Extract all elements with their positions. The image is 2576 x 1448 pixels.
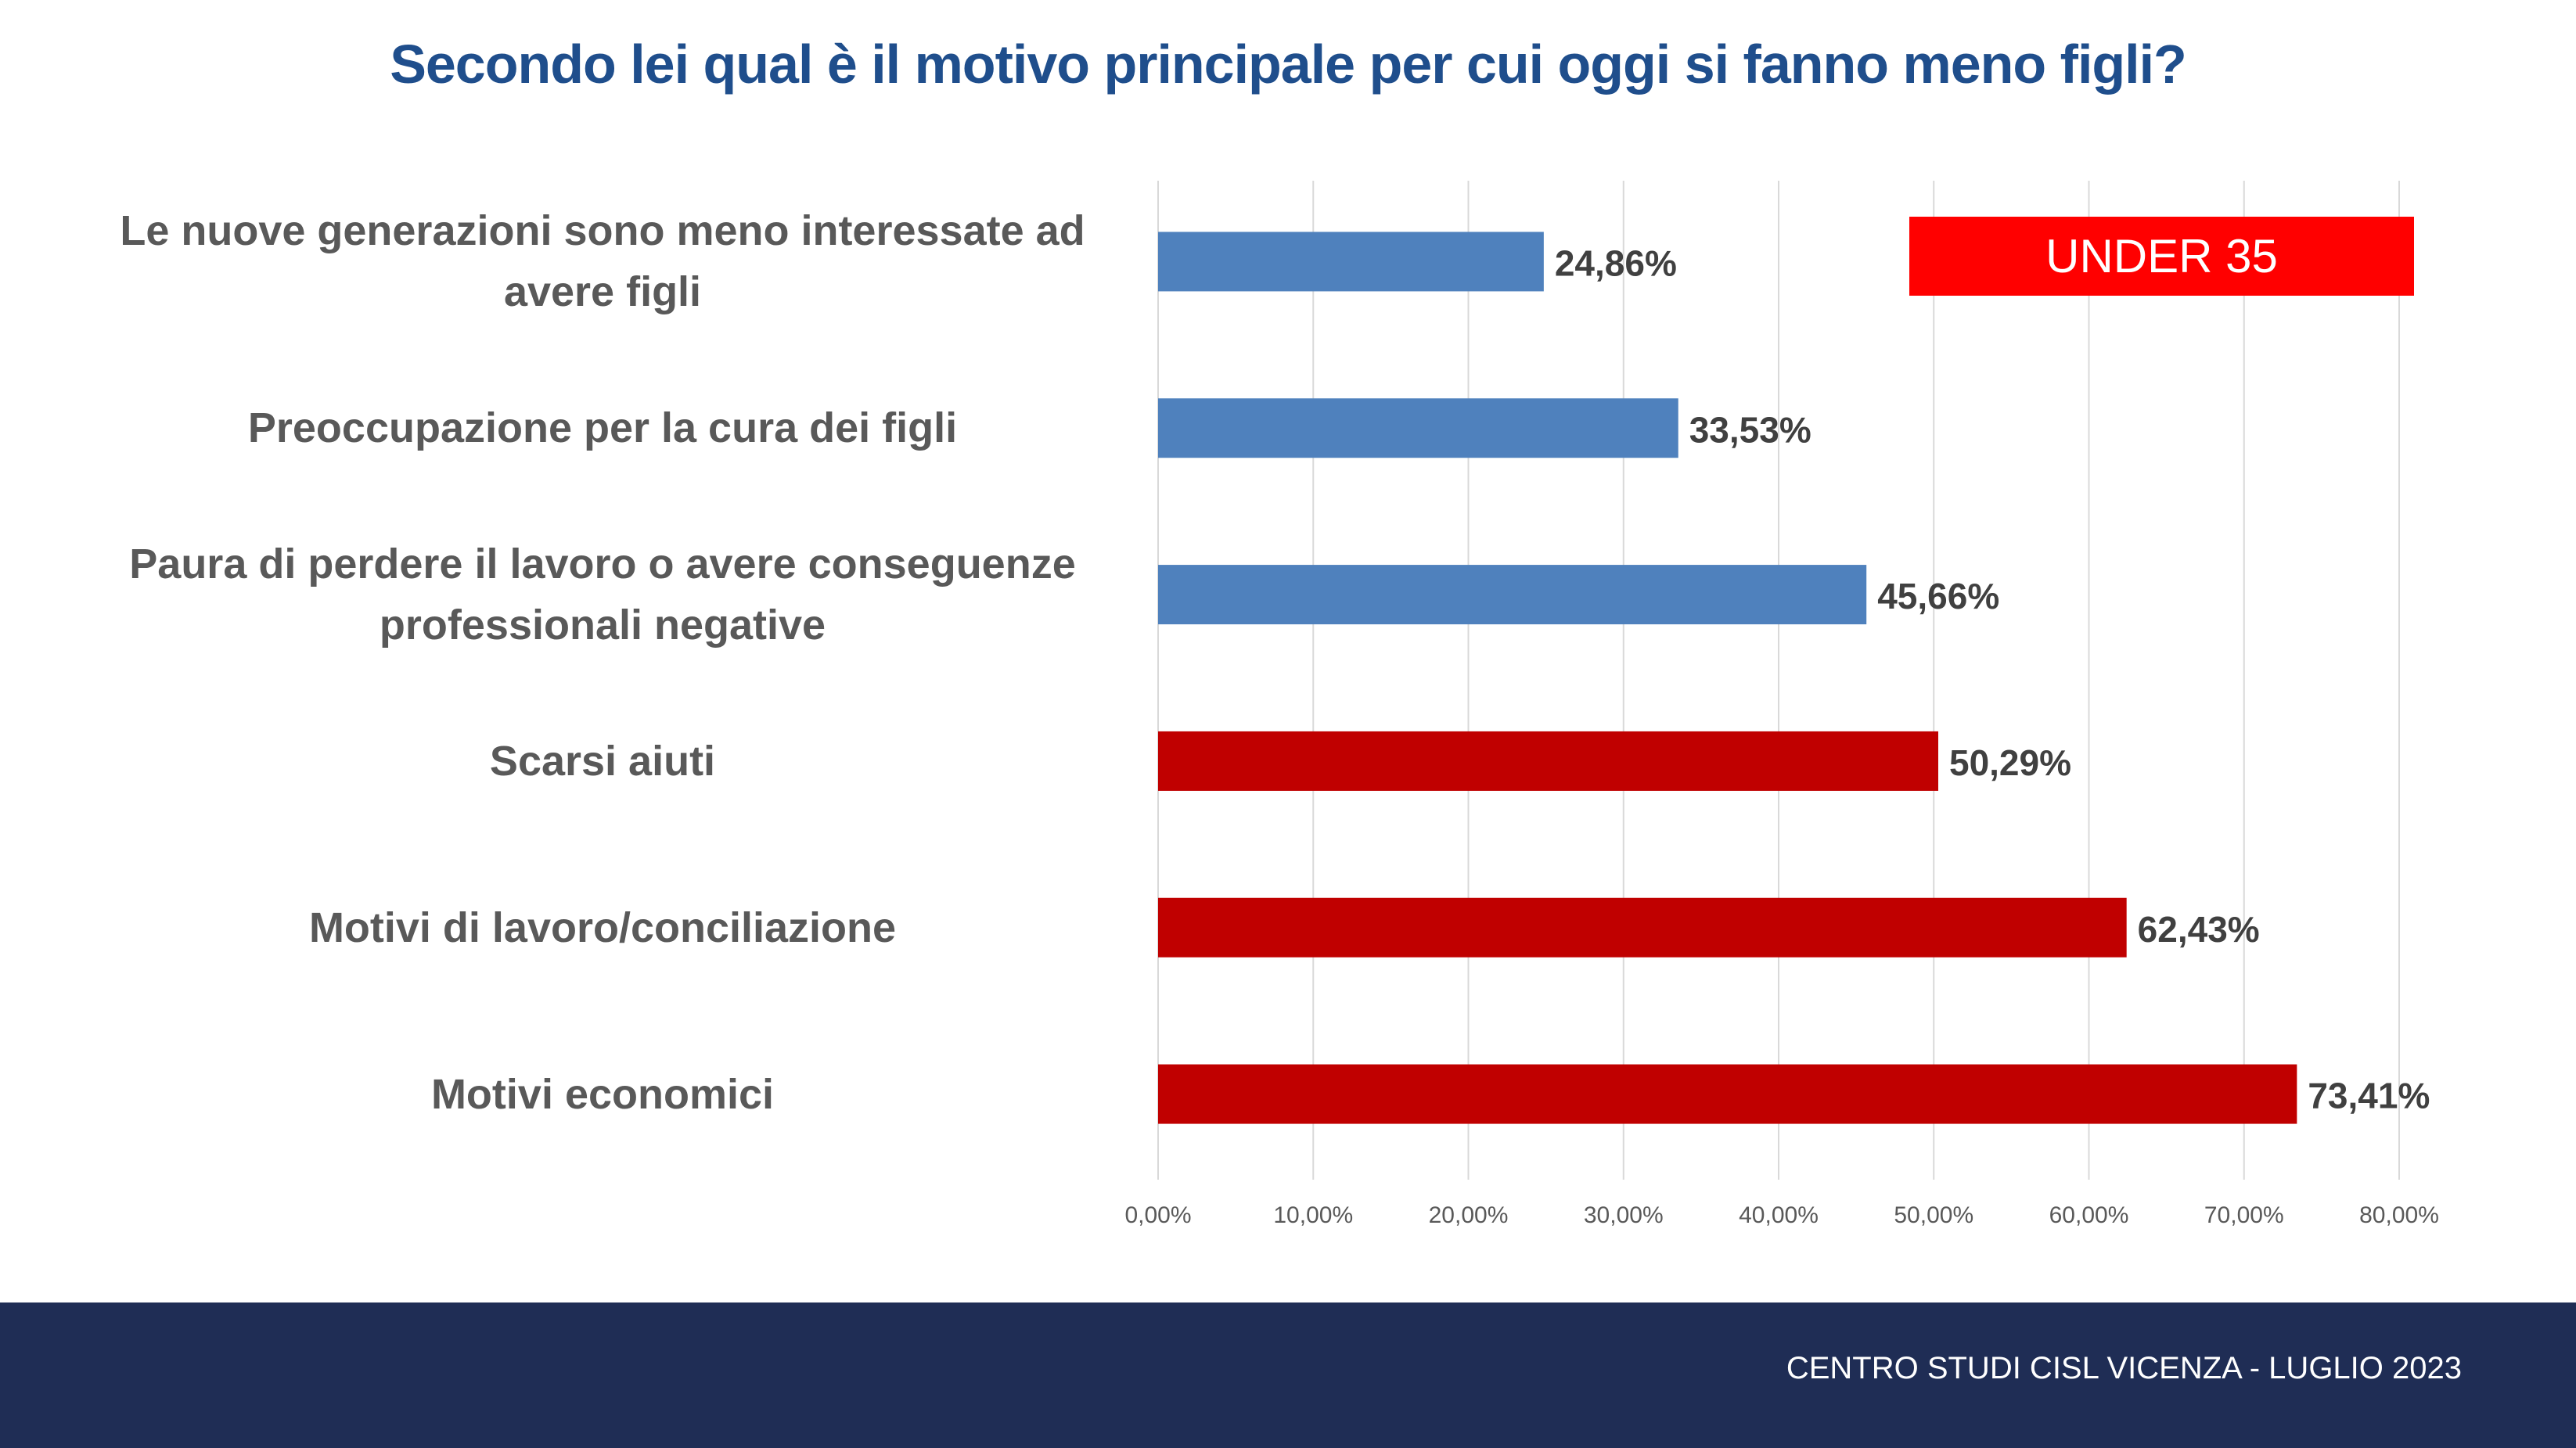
x-tick-label: 10,00% — [1273, 1202, 1353, 1228]
bar-value-label: 24,86% — [1555, 243, 1677, 283]
category-label: Scarsi aiuti — [489, 737, 716, 785]
x-tick-label: 50,00% — [1894, 1202, 1973, 1228]
footer-bar: CENTRO STUDI CISL VICENZA - LUGLIO 2023 — [0, 1302, 2576, 1448]
x-tick-label: 80,00% — [2359, 1202, 2439, 1228]
chart-title: Secondo lei qual è il motivo principale … — [390, 34, 2187, 95]
category-label: Motivi economici — [430, 1070, 775, 1118]
bar-chart: 24,86% 33,53% 45,66% 50,29% 62,43% 73,41% 0,0… — [1124, 181, 2439, 1228]
bar-value-label: 62,43% — [2138, 909, 2260, 950]
category-label: Le nuove generazioni sono meno interessa… — [120, 207, 1085, 316]
category-label: Preoccupazione per la cura dei figli — [247, 404, 958, 452]
x-tick-label: 70,00% — [2204, 1202, 2284, 1228]
x-tick-label: 30,00% — [1584, 1202, 1664, 1228]
x-tick-label: 0,00% — [1124, 1202, 1191, 1228]
bar — [1158, 232, 1544, 292]
bar-value-label: 50,29% — [1949, 742, 2071, 783]
bar-value-label: 33,53% — [1689, 409, 1811, 450]
bar — [1158, 565, 1867, 625]
footer-source: CENTRO STUDI CISL VICENZA - LUGLIO 2023 — [1786, 1351, 2462, 1385]
under-35-badge: UNDER 35 — [1909, 217, 2414, 296]
bar — [1158, 897, 2127, 958]
x-tick-label: 60,00% — [2049, 1202, 2129, 1228]
x-tick-label: 20,00% — [1429, 1202, 1509, 1228]
x-tick-label: 40,00% — [1739, 1202, 1819, 1228]
bar — [1158, 398, 1678, 458]
bar-value-label: 73,41% — [2308, 1076, 2430, 1116]
category-label: Motivi di lavoro/conciliazione — [308, 904, 897, 951]
bar-value-label: 45,66% — [1877, 576, 1999, 616]
category-label: Paura di perdere il lavoro o avere conse… — [129, 541, 1076, 649]
bar — [1158, 731, 1938, 791]
bar — [1158, 1064, 2297, 1124]
